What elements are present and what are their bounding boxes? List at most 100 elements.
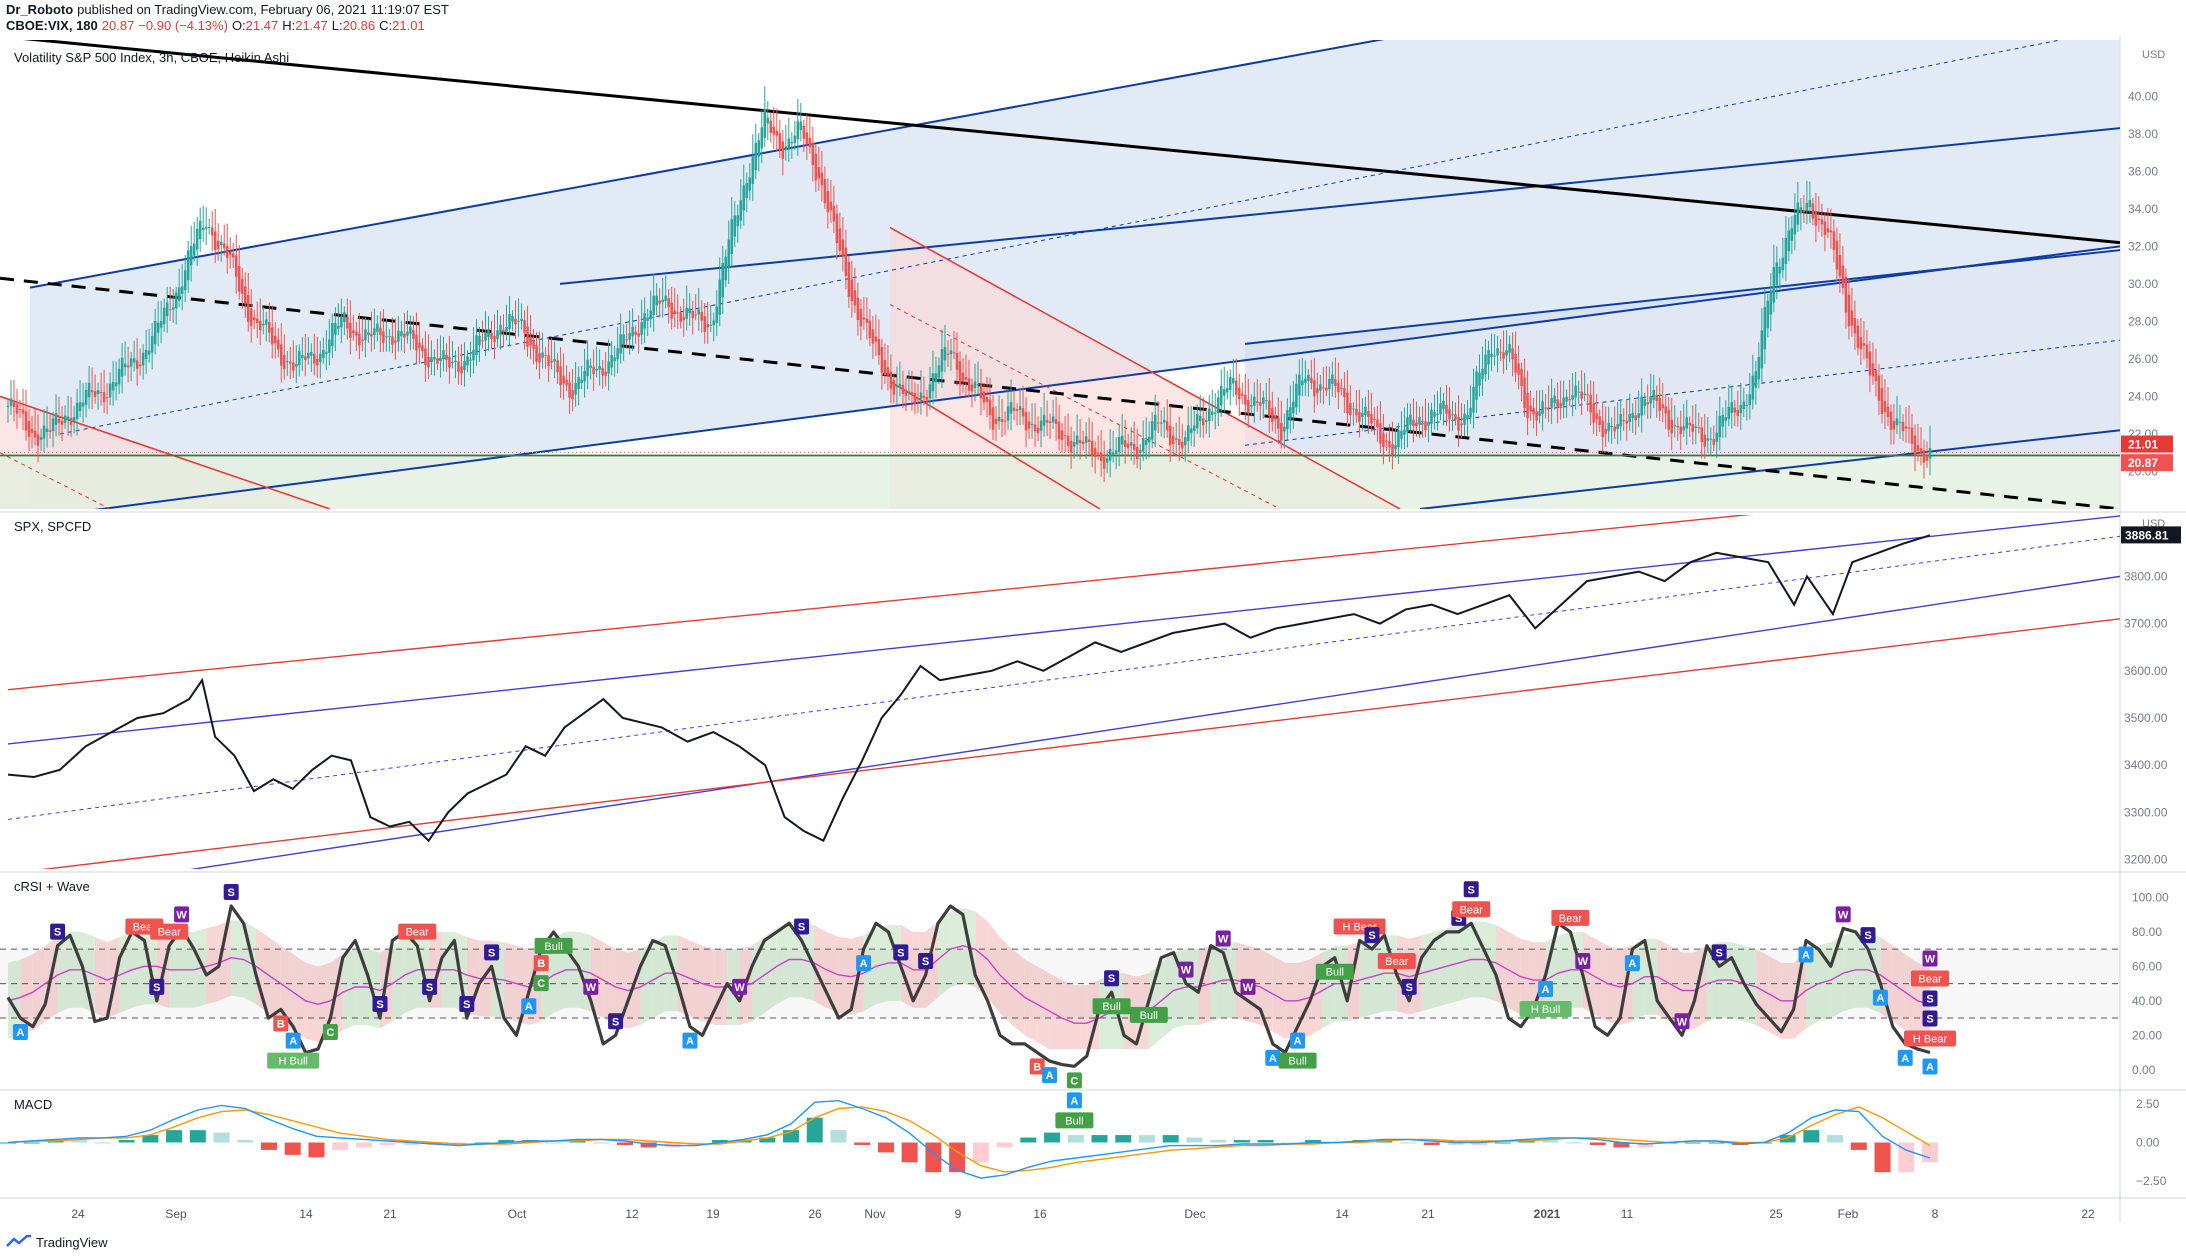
vix-candle	[946, 353, 950, 355]
vix-candle	[658, 300, 661, 304]
vix-candle	[802, 125, 806, 139]
time-axis-label: 21	[1421, 1207, 1435, 1221]
vix-candle	[1033, 424, 1037, 432]
vix-candle	[730, 219, 734, 254]
macd-histogram-bar	[1044, 1132, 1061, 1143]
crsi-marker-bull: Bull	[1055, 1112, 1094, 1129]
vix-candle	[607, 361, 610, 374]
vix-candle	[1226, 387, 1229, 393]
vix-candle	[886, 367, 890, 376]
vix-candle	[1418, 416, 1421, 425]
vix-candle	[751, 156, 755, 184]
vix-candle	[69, 417, 73, 425]
vix-y-tick: 36.00	[2128, 164, 2158, 178]
vix-candle	[958, 361, 962, 385]
vix-candle	[1117, 437, 1121, 453]
crsi-marker-label: Bull	[1326, 967, 1344, 979]
vix-candle	[562, 375, 565, 384]
vix-candle	[159, 321, 163, 328]
spx-y-tick: 3300.00	[2124, 805, 2168, 819]
vix-candle	[1057, 421, 1061, 440]
crsi-marker-s: S	[50, 923, 66, 940]
vix-candle	[892, 380, 896, 395]
vix-candle	[1709, 438, 1713, 440]
vix-candle	[1087, 439, 1091, 442]
vix-candle	[259, 320, 262, 331]
vix-candle	[252, 317, 256, 321]
vix-candle	[78, 402, 82, 412]
vix-candle	[1766, 300, 1770, 329]
marker-bg	[174, 906, 190, 923]
vix-candle	[1844, 276, 1848, 313]
symbol-name[interactable]: CBOE:VIX, 180	[6, 18, 98, 33]
vix-candle	[436, 358, 439, 364]
vix-candle	[1736, 409, 1740, 417]
vix-candle	[754, 142, 758, 171]
vix-candle	[1334, 379, 1337, 387]
tradingview-footer[interactable]: TradingView	[6, 1232, 108, 1252]
crsi-marker-a: A	[1872, 989, 1888, 1006]
vix-candle	[1655, 394, 1658, 402]
vix-candle	[1054, 419, 1058, 425]
vix-y-tick: 30.00	[2128, 277, 2158, 291]
vix-candle	[841, 239, 845, 256]
vix-candle	[1640, 396, 1643, 416]
chart-canvas[interactable]: Volatility S&P 500 Index, 3h, CBOE, Heik…	[0, 36, 2186, 1258]
vix-candle	[1646, 402, 1649, 405]
vix-y-tick: 24.00	[2128, 389, 2158, 403]
macd-histogram-bar	[1020, 1137, 1037, 1143]
marker-bg	[1711, 944, 1727, 961]
vix-candle	[81, 402, 85, 407]
vix-candle	[277, 339, 280, 350]
vix-candle	[1238, 387, 1241, 400]
crsi-marker-bull: Bull	[534, 937, 573, 954]
vix-candle	[1349, 403, 1352, 415]
vix-candle	[994, 418, 998, 424]
crsi-marker-label: W	[1677, 1016, 1688, 1028]
marker-bg	[150, 923, 189, 940]
channel2-fill	[1245, 250, 2120, 456]
vix-candle	[490, 332, 493, 339]
vix-candle	[1862, 343, 1866, 346]
vix-candle	[138, 364, 142, 367]
crsi-marker-label: A	[1542, 984, 1550, 996]
marker-bg	[1265, 1049, 1281, 1066]
vix-candle	[349, 322, 352, 338]
vix-candle	[496, 330, 499, 340]
crsi-marker-s: S	[1401, 978, 1417, 995]
macd-histogram-bar	[1589, 1142, 1606, 1145]
vix-candle	[586, 359, 589, 377]
vix-candle	[676, 312, 679, 314]
spx-y-tick: 3600.00	[2124, 664, 2168, 678]
vix-candle	[760, 127, 764, 149]
vix-candle	[1550, 398, 1553, 409]
vix-candle	[1760, 330, 1764, 369]
vix-candle	[493, 335, 496, 343]
crsi-marker-label: A	[686, 1036, 694, 1048]
crsi-marker-bear: Bear	[398, 923, 437, 940]
vix-candle	[1259, 402, 1262, 406]
vix-candle	[1229, 376, 1232, 391]
vix-candle	[394, 340, 397, 343]
vix-candle	[829, 201, 833, 211]
vix-candle	[1051, 416, 1055, 423]
vix-candle	[1898, 421, 1902, 423]
time-axis-label: 16	[1033, 1207, 1047, 1221]
crsi-marker-label: S	[463, 999, 470, 1011]
vix-candle	[478, 335, 481, 346]
vix-candle	[523, 319, 526, 333]
vix-candle	[577, 377, 580, 389]
crsi-marker-s: S	[918, 952, 934, 969]
crsi-marker-label: C	[1070, 1075, 1078, 1087]
vix-candle	[1625, 420, 1628, 424]
author-name[interactable]: Dr_Roboto	[6, 2, 74, 17]
crsi-marker-w: W	[1835, 906, 1851, 923]
vix-candle	[655, 295, 658, 306]
marker-bg	[459, 996, 475, 1013]
vix-candle	[817, 167, 821, 179]
marker-bg	[1872, 989, 1888, 1006]
vix-candle	[337, 325, 340, 329]
vix-candle	[1790, 228, 1794, 241]
crsi-marker-label: S	[54, 927, 61, 939]
macd-histogram-bar	[1542, 1140, 1559, 1143]
